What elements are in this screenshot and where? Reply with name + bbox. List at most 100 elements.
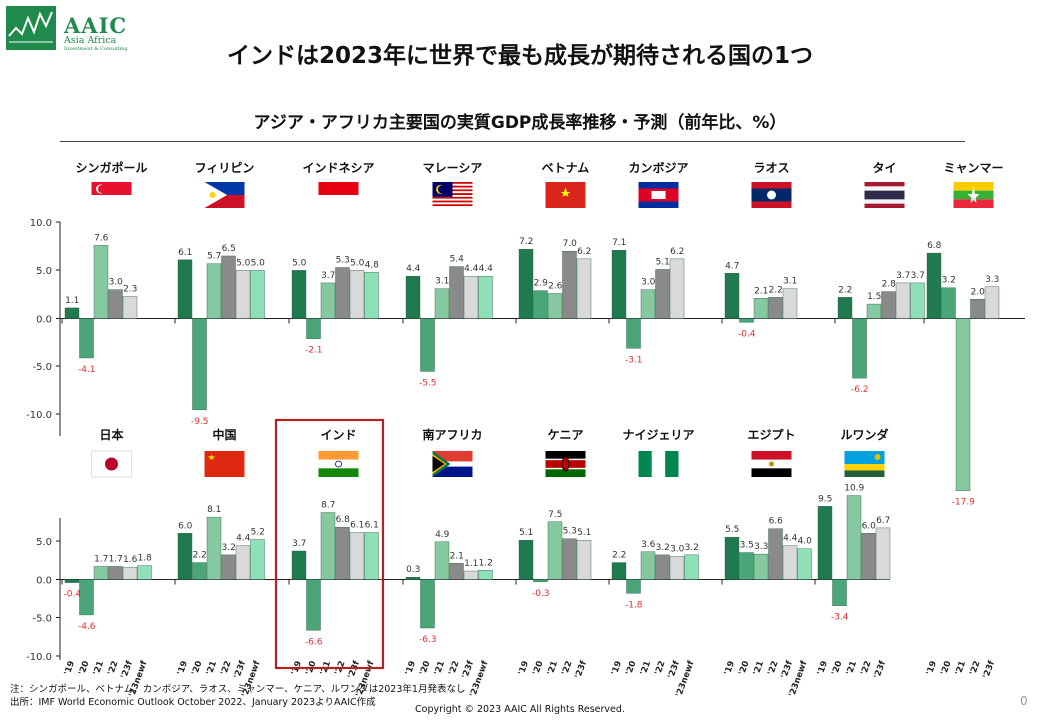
data-label: 5.2	[251, 527, 265, 537]
bar	[93, 566, 109, 580]
flag-part	[204, 451, 245, 477]
x-tick-label: '21	[205, 660, 219, 677]
x-tick-label: '21	[433, 660, 447, 677]
data-label: 0.3	[406, 565, 420, 575]
data-label: 3.0	[670, 544, 685, 554]
country-name: タイ	[872, 161, 896, 175]
bar	[655, 269, 670, 319]
flag-part	[318, 468, 359, 477]
data-label: 5.1	[519, 528, 533, 538]
data-label: -17.9	[952, 498, 976, 508]
bar	[739, 318, 754, 323]
bar	[291, 270, 307, 319]
bar	[611, 562, 627, 580]
japan-flag-icon	[91, 450, 132, 478]
bar	[518, 540, 534, 580]
flag-part	[91, 450, 132, 478]
flag-part	[560, 187, 571, 197]
bar	[192, 562, 207, 580]
x-tick-label: '19	[925, 660, 939, 677]
flag-part	[432, 206, 473, 208]
egypt-flag-icon	[751, 451, 792, 477]
y-tick-label: 0.0	[36, 315, 52, 326]
bar	[782, 545, 798, 580]
data-label: -6.3	[419, 635, 437, 645]
x-tick-label: '21	[639, 660, 653, 677]
x-tick-label: '22	[219, 660, 233, 677]
data-label: 6.1	[178, 248, 192, 258]
x-tick-label: '20	[624, 660, 638, 677]
x-tick-label: '19	[610, 660, 624, 677]
data-label: 4.4	[479, 264, 494, 274]
bar	[655, 554, 670, 580]
bar	[320, 512, 336, 580]
data-label: -0.3	[532, 589, 550, 599]
data-label: 5.0	[350, 258, 365, 268]
bar	[291, 550, 307, 580]
x-tick-label: '19	[517, 660, 531, 677]
bar	[533, 579, 548, 583]
bar	[478, 570, 493, 580]
bar	[970, 299, 985, 319]
bar	[122, 566, 138, 580]
data-label: 2.0	[971, 287, 986, 297]
philippines-flag-icon	[204, 182, 245, 208]
flag-part	[844, 464, 885, 471]
data-label: -3.1	[625, 355, 643, 365]
x-tick-label: '20	[830, 660, 844, 677]
flag-part	[432, 456, 445, 472]
data-label: -3.4	[831, 613, 849, 623]
flag-part	[432, 461, 473, 467]
data-label: 1.1	[65, 296, 79, 306]
data-label: 2.2	[838, 285, 852, 295]
flag-part	[204, 182, 228, 208]
bar	[478, 275, 493, 319]
data-label: 6.2	[670, 247, 684, 257]
country-name: カンボジア	[628, 160, 688, 175]
x-tick-label: '22	[653, 660, 667, 677]
flag-part	[432, 198, 473, 201]
bar	[420, 579, 435, 629]
bar	[832, 579, 847, 606]
data-label: 3.7	[896, 271, 910, 281]
bar	[941, 287, 956, 319]
data-label: 6.7	[876, 516, 890, 526]
data-label: 7.1	[612, 238, 626, 248]
china-flag-icon	[204, 451, 245, 477]
bar	[108, 289, 123, 319]
data-label: 4.4	[406, 264, 421, 274]
bar	[640, 551, 656, 580]
flag-part	[665, 451, 679, 477]
data-label: -4.1	[78, 365, 96, 375]
y-tick-label: -5.0	[32, 362, 52, 373]
bar	[547, 521, 563, 580]
bar	[449, 563, 464, 580]
bar	[206, 516, 222, 580]
flag-part	[545, 451, 586, 460]
bar	[434, 541, 450, 580]
data-label: 1.8	[138, 554, 153, 564]
data-label: 5.0	[251, 258, 266, 268]
bar	[420, 318, 435, 372]
x-tick-label: '23f	[981, 659, 997, 680]
bar	[235, 545, 251, 580]
data-label: 1.7	[94, 554, 108, 564]
data-label: -4.6	[78, 622, 96, 632]
data-label: 2.8	[882, 280, 897, 290]
x-tick-label: '20	[190, 660, 204, 677]
logo-mark-icon	[6, 6, 56, 50]
source-note: 出所：IMF World Economic Outlook October 20…	[10, 697, 376, 708]
data-label: -1.8	[625, 600, 643, 610]
flag-part	[864, 190, 905, 200]
y-tick-label: 10.0	[30, 218, 52, 229]
bar	[449, 266, 464, 319]
data-label: 6.2	[577, 247, 591, 257]
x-tick-label: '23f	[872, 659, 888, 680]
bar	[852, 318, 867, 379]
rwanda-flag-icon	[844, 451, 885, 477]
x-tick-label: '22	[968, 660, 982, 677]
myanmar-flag-icon	[953, 182, 994, 208]
flag-part	[98, 185, 106, 193]
bar	[221, 554, 236, 580]
x-tick-label: '20	[939, 660, 953, 677]
